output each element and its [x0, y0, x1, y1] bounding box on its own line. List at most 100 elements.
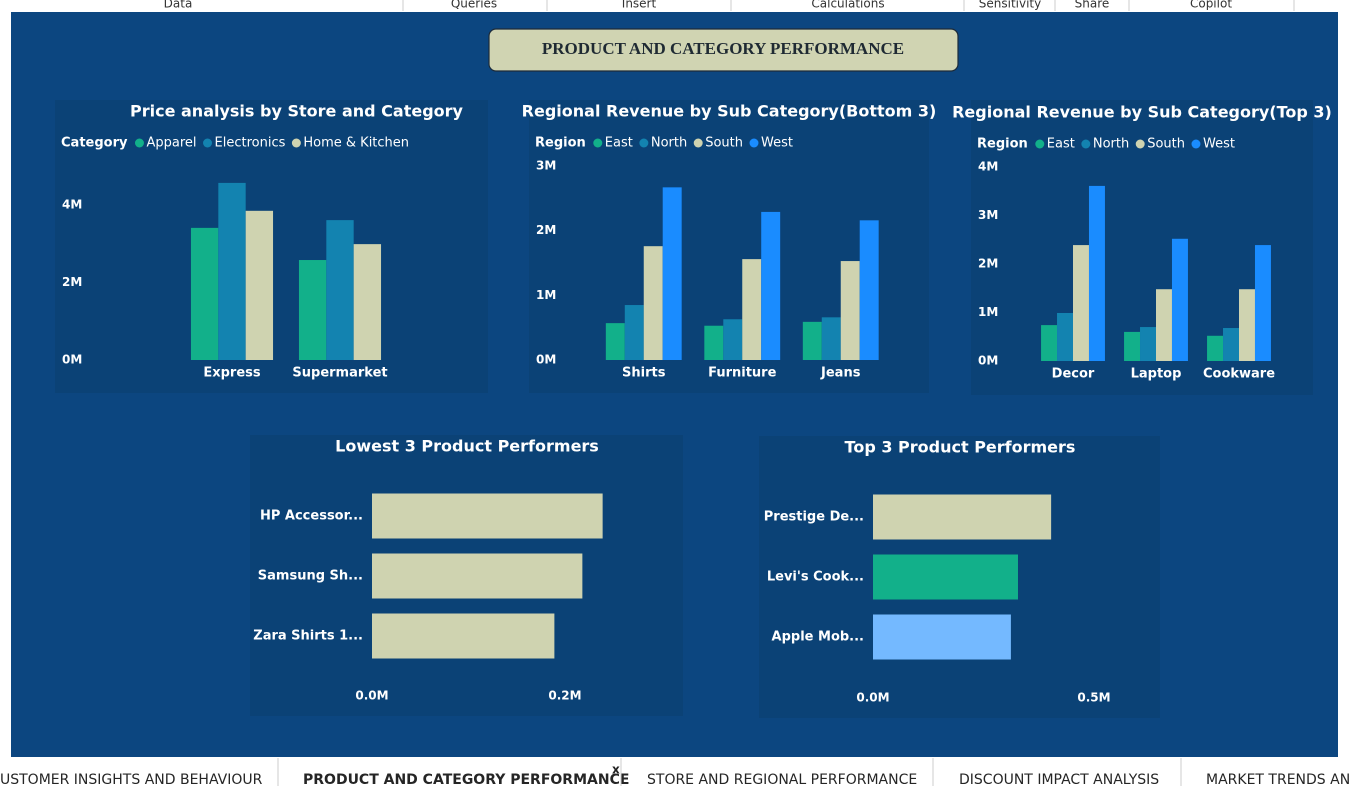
chart-title: Top 3 Product Performers — [845, 438, 1076, 457]
legend-label[interactable]: South — [705, 136, 743, 151]
y-tick-label: 1M — [536, 288, 556, 302]
y-tick-label: 2M — [62, 275, 82, 289]
y-tick-label: HP Accessor... — [260, 509, 363, 524]
ribbon-item[interactable]: Sensitivity — [979, 0, 1041, 11]
y-tick-label: 1M — [978, 305, 998, 319]
bar — [1223, 328, 1239, 361]
y-tick-label: 2M — [536, 223, 556, 237]
bar — [742, 259, 762, 360]
legend-marker — [1135, 139, 1145, 149]
ribbon — [0, 0, 1350, 12]
ribbon-item[interactable]: Calculations — [811, 0, 884, 11]
y-tick-label: 0M — [62, 353, 82, 367]
legend-label[interactable]: East — [605, 136, 633, 151]
y-tick-label: Prestige De... — [764, 510, 864, 525]
legend-marker — [134, 138, 144, 148]
legend-label[interactable]: North — [651, 136, 687, 151]
bar — [353, 244, 382, 360]
x-tick-label: Decor — [1052, 367, 1095, 382]
bar — [840, 261, 860, 360]
bar — [190, 227, 219, 360]
y-tick-label: 0M — [536, 353, 556, 367]
bar — [605, 323, 625, 360]
bar — [1254, 245, 1271, 361]
bar — [761, 211, 781, 360]
page-title: PRODUCT AND CATEGORY PERFORMANCE — [542, 39, 904, 58]
bar — [704, 325, 724, 360]
tab-bar — [0, 757, 1350, 786]
bar — [1140, 327, 1156, 361]
title-box — [488, 28, 959, 72]
bar — [1207, 335, 1224, 361]
legend-marker — [1191, 139, 1201, 149]
legend-label[interactable]: North — [1093, 137, 1129, 152]
bar — [1073, 245, 1089, 361]
report-tab[interactable]: USTOMER INSIGHTS AND BEHAVIOUR — [0, 772, 263, 786]
x-tick-label: 0.2M — [548, 689, 581, 703]
x-tick-label: Express — [203, 366, 261, 381]
legend-label[interactable]: West — [1203, 137, 1235, 152]
bar — [298, 260, 327, 360]
legend-label[interactable]: South — [1147, 137, 1185, 152]
y-tick-label: 4M — [978, 160, 998, 174]
x-tick-label: 0.5M — [1077, 691, 1110, 705]
bar — [859, 220, 879, 360]
legend-title: Category — [61, 136, 128, 151]
bar — [873, 494, 1052, 540]
report-tab[interactable]: PRODUCT AND CATEGORY PERFORMANCE — [303, 772, 629, 786]
legend-label[interactable]: Electronics — [215, 136, 286, 151]
bar — [1156, 289, 1172, 361]
y-tick-label: Levi's Cook... — [767, 570, 864, 585]
y-tick-label: 3M — [536, 159, 556, 173]
bar — [873, 614, 1011, 660]
legend-marker — [749, 138, 759, 148]
y-tick-label: Samsung Sh... — [258, 569, 363, 584]
x-tick-label: 0.0M — [856, 691, 889, 705]
y-tick-label: Zara Shirts 1... — [253, 629, 363, 644]
bar — [245, 210, 274, 360]
report-tab[interactable]: MARKET TRENDS AND — [1206, 772, 1350, 786]
legend-marker — [693, 138, 703, 148]
bar — [372, 613, 555, 659]
x-tick-label: Supermarket — [292, 366, 387, 381]
close-tab[interactable]: x — [612, 763, 620, 777]
y-tick-label: 4M — [62, 198, 82, 212]
legend-marker — [203, 138, 213, 148]
ribbon-item[interactable]: Insert — [622, 0, 657, 11]
legend-marker — [1081, 139, 1091, 149]
report-tab[interactable]: STORE AND REGIONAL PERFORMANCE — [647, 772, 917, 786]
legend-marker — [291, 138, 301, 148]
x-tick-label: 0.0M — [355, 689, 388, 703]
bar — [1088, 185, 1105, 361]
y-tick-label: 2M — [978, 257, 998, 271]
legend-label[interactable]: East — [1047, 137, 1075, 152]
bar — [1057, 312, 1073, 361]
chart-title: Lowest 3 Product Performers — [335, 437, 599, 456]
bar — [372, 493, 603, 539]
legend-title: Region — [535, 136, 586, 151]
legend-label[interactable]: Apparel — [146, 136, 196, 151]
chart-title: Regional Revenue by Sub Category(Top 3) — [952, 103, 1332, 122]
bar — [1124, 331, 1141, 361]
bar — [1239, 289, 1255, 361]
bar — [218, 182, 246, 360]
bar — [873, 554, 1018, 600]
ribbon-item[interactable]: Queries — [451, 0, 497, 11]
ribbon-item[interactable]: Share — [1075, 0, 1110, 11]
legend-marker — [593, 138, 603, 148]
bar — [1041, 325, 1058, 361]
legend-label[interactable]: Home & Kitchen — [303, 136, 409, 151]
chart-title: Regional Revenue by Sub Category(Bottom … — [522, 102, 937, 121]
bar — [326, 220, 354, 360]
bar — [821, 317, 841, 360]
bar — [723, 319, 743, 360]
ribbon-item[interactable]: Data — [164, 0, 193, 11]
y-tick-label: 3M — [978, 208, 998, 222]
ribbon-item[interactable]: Copilot — [1190, 0, 1232, 11]
bar — [1171, 238, 1188, 361]
legend-label[interactable]: West — [761, 136, 793, 151]
legend-marker — [639, 138, 649, 148]
report-tab[interactable]: DISCOUNT IMPACT ANALYSIS — [959, 772, 1159, 786]
x-tick-label: Jeans — [820, 366, 861, 381]
y-tick-label: 0M — [978, 354, 998, 368]
